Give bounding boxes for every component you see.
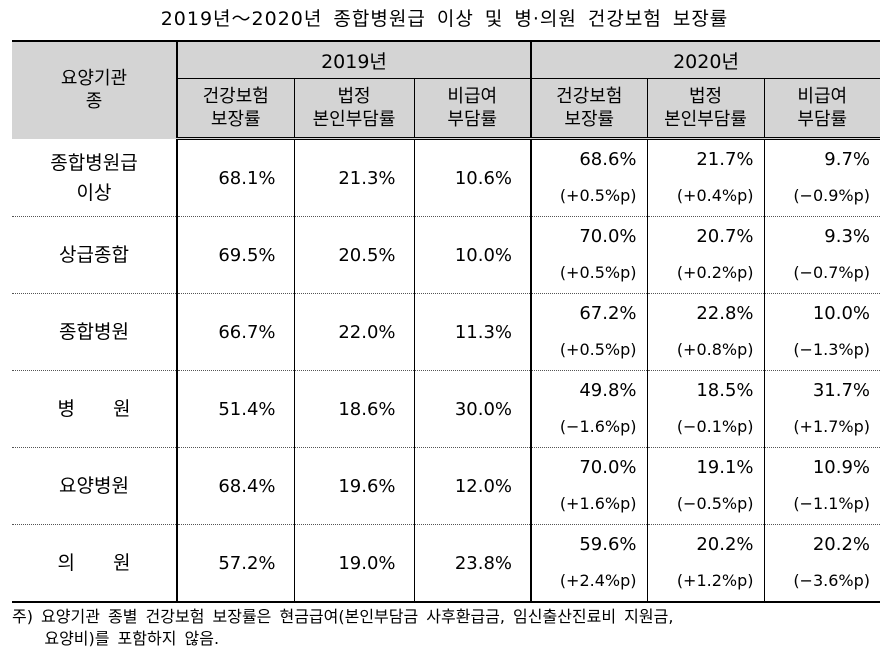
table-row: 종합병원급 이상 68.1% 21.3% 10.6% 68.6% (+0.5%p) 21.7… <box>12 138 881 218</box>
value-2020: 10.9% <box>812 457 871 479</box>
value-2020-cell: 20.2% (−3.6%p) <box>763 524 881 602</box>
value-2020-cell: 68.6% (+0.5%p) <box>530 138 648 218</box>
value-2019: 10.0% <box>413 216 532 295</box>
institution-name: 요양병원 <box>12 447 177 526</box>
change-from-2019: (−0.5%p) <box>676 494 754 514</box>
value-2019: 22.0% <box>293 293 414 372</box>
value-2019: 68.1% <box>176 138 294 218</box>
change-from-2019: (+0.2%p) <box>676 263 754 283</box>
value-2020-cell: 9.7% (−0.9%p) <box>763 138 881 218</box>
change-from-2019: (−1.1%p) <box>793 494 871 514</box>
change-from-2019: (+0.5%p) <box>559 186 637 206</box>
value-2020-cell: 31.7% (+1.7%p) <box>763 370 881 449</box>
institution-name: 종합병원 <box>12 293 177 372</box>
value-2019: 23.8% <box>413 524 532 602</box>
value-2020-cell: 20.2% (+1.2%p) <box>646 524 765 602</box>
value-2020: 22.8% <box>696 303 754 325</box>
header-year-2020: 2020년 <box>530 41 881 79</box>
value-2020: 10.0% <box>812 303 871 325</box>
value-2020: 67.2% <box>579 303 637 325</box>
value-2019: 68.4% <box>176 447 294 526</box>
change-from-2019: (−0.1%p) <box>676 417 754 437</box>
value-2019: 66.7% <box>176 293 294 372</box>
change-from-2019: (+2.4%p) <box>559 571 637 591</box>
institution-name: 의 원 <box>57 552 131 575</box>
table-row: 종합병원 66.7% 22.0% 11.3% 67.2% (+0.5%p) 22.8% (+0… <box>12 293 881 372</box>
value-2020-cell: 10.9% (−1.1%p) <box>763 447 881 526</box>
value-2019: 20.5% <box>293 216 414 295</box>
value-2020: 31.7% <box>812 380 871 402</box>
value-2020-cell: 20.7% (+0.2%p) <box>646 216 765 295</box>
value-2020: 20.2% <box>812 534 871 556</box>
header-2020-noncovered: 비급여 부담률 <box>763 78 881 141</box>
table-title: 2019년～2020년 종합병원급 이상 및 병·의원 건강보험 보장률 <box>160 8 729 30</box>
value-2019: 12.0% <box>413 447 532 526</box>
header-2019-noncovered: 비급여 부담률 <box>413 78 532 141</box>
change-from-2019: (+1.2%p) <box>676 571 754 591</box>
value-2020-cell: 9.3% (−0.7%p) <box>763 216 881 295</box>
footnote: 주) 요양기관 종별 건강보험 보장률은 현금급여(본인부담금 사후환급금, 임… <box>12 607 674 648</box>
value-2019: 11.3% <box>413 293 532 372</box>
coverage-table: 요양기관 종 2019년 2020년 건강보험 보장률 법정 본인부담률 비급여… <box>12 40 881 603</box>
table-row: 요양병원 68.4% 19.6% 12.0% 70.0% (+1.6%p) 19.1% (−0… <box>12 447 881 526</box>
institution-name: 병 원 <box>12 370 177 449</box>
value-2020: 70.0% <box>579 226 637 248</box>
change-from-2019: (−3.6%p) <box>793 571 871 591</box>
value-2020: 59.6% <box>579 534 637 556</box>
value-2019: 21.3% <box>293 138 414 218</box>
value-2020-cell: 18.5% (−0.1%p) <box>646 370 765 449</box>
value-2020: 70.0% <box>579 457 637 479</box>
change-from-2019: (+0.8%p) <box>676 340 754 360</box>
value-2019: 69.5% <box>176 216 294 295</box>
header-institution-type: 요양기관 종 <box>12 41 177 139</box>
change-from-2019: (+1.7%p) <box>793 417 871 437</box>
value-2019: 10.6% <box>413 138 532 218</box>
value-2020-cell: 70.0% (+0.5%p) <box>530 216 648 295</box>
value-2020-cell: 21.7% (+0.4%p) <box>646 138 765 218</box>
value-2020: 49.8% <box>579 380 637 402</box>
value-2019: 57.2% <box>176 524 294 602</box>
header-year-2019: 2019년 <box>175 41 532 79</box>
table-row: 병 원 51.4% 18.6% 30.0% 49.8% (−1.6%p) 18.5% (−0.… <box>12 370 881 449</box>
header-2020-statutory-copay: 법정 본인부담률 <box>646 78 765 141</box>
value-2020-cell: 67.2% (+0.5%p) <box>530 293 648 372</box>
value-2020-cell: 49.8% (−1.6%p) <box>530 370 648 449</box>
value-2020: 21.7% <box>696 149 754 171</box>
change-from-2019: (+0.4%p) <box>676 186 754 206</box>
change-from-2019: (+1.6%p) <box>559 494 637 514</box>
change-from-2019: (−1.3%p) <box>793 340 871 360</box>
table-row: 의 원 57.2% 19.0% 23.8% 59.6% (+2.4%p) 20.2% (+1.… <box>12 524 881 602</box>
value-2020: 20.7% <box>696 226 754 248</box>
value-2019: 18.6% <box>293 370 414 449</box>
change-from-2019: (+0.5%p) <box>559 340 637 360</box>
value-2020-cell: 70.0% (+1.6%p) <box>530 447 648 526</box>
header-2019-coverage-rate: 건강보험 보장률 <box>176 78 294 141</box>
header-2019-statutory-copay: 법정 본인부담률 <box>293 78 414 141</box>
change-from-2019: (+0.5%p) <box>559 263 637 283</box>
table-row: 상급종합 69.5% 20.5% 10.0% 70.0% (+0.5%p) 20.7% (+0… <box>12 216 881 295</box>
header-2020-coverage-rate: 건강보험 보장률 <box>530 78 648 141</box>
value-2020: 19.1% <box>696 457 754 479</box>
value-2019: 51.4% <box>176 370 294 449</box>
value-2019: 19.0% <box>293 524 414 602</box>
value-2020: 9.7% <box>824 149 871 171</box>
institution-name: 종합병원급 이상 <box>12 138 177 218</box>
value-2020: 68.6% <box>579 149 637 171</box>
value-2020: 18.5% <box>696 380 754 402</box>
institution-name: 상급종합 <box>12 216 177 295</box>
value-2020-cell: 10.0% (−1.3%p) <box>763 293 881 372</box>
value-2019: 30.0% <box>413 370 532 449</box>
value-2019: 19.6% <box>293 447 414 526</box>
change-from-2019: (−1.6%p) <box>559 417 637 437</box>
value-2020: 20.2% <box>696 534 754 556</box>
value-2020-cell: 22.8% (+0.8%p) <box>646 293 765 372</box>
value-2020: 9.3% <box>824 226 871 248</box>
change-from-2019: (−0.7%p) <box>793 263 871 283</box>
value-2020-cell: 59.6% (+2.4%p) <box>530 524 648 602</box>
change-from-2019: (−0.9%p) <box>793 186 871 206</box>
value-2020-cell: 19.1% (−0.5%p) <box>646 447 765 526</box>
